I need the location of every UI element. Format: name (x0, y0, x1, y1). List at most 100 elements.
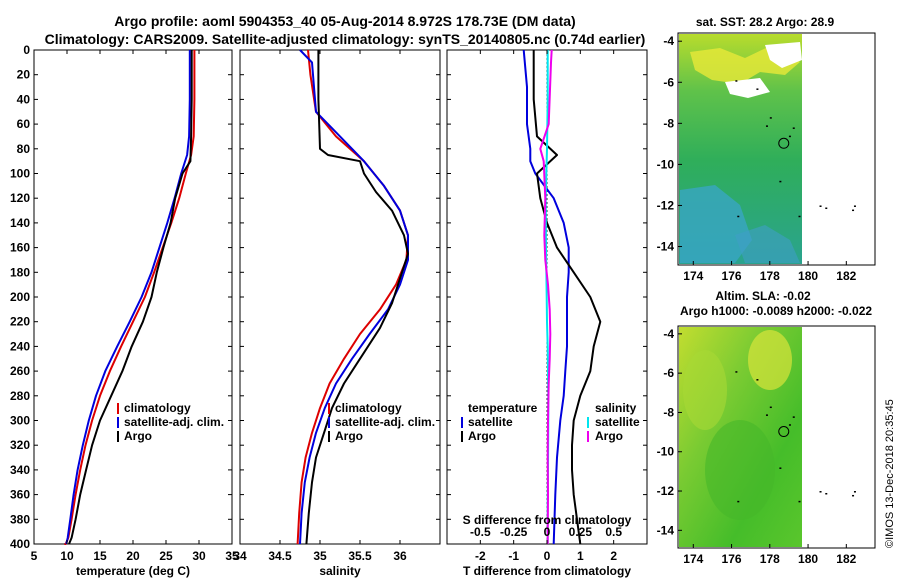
imos-watermark: ©IMOS 13-Dec-2018 20:35:45 (884, 399, 896, 548)
island-marker (852, 494, 855, 497)
y-tick-label: 320 (10, 438, 30, 452)
figure-title-line1: Argo profile: aoml 5904353_40 05-Aug-201… (114, 13, 575, 29)
series-line-argo (305, 50, 409, 545)
top-x-tick-label: -0.5 (470, 525, 491, 539)
map-x-tick-label: 182 (836, 269, 856, 283)
island-marker (792, 416, 795, 418)
map-x-tick-label: 174 (683, 552, 703, 566)
map-x-tick-label: 174 (683, 269, 703, 283)
island-marker (737, 215, 740, 218)
island-marker (825, 492, 828, 495)
island-marker (825, 207, 828, 210)
y-tick-label: 60 (17, 117, 31, 131)
salinity-diff-axis-label: S difference from climatology (463, 513, 632, 527)
y-tick-label: 260 (10, 364, 30, 378)
island-marker (779, 180, 782, 183)
y-tick-label: 200 (10, 290, 30, 304)
y-tick-label: 240 (10, 339, 30, 353)
series-line-salinity-argo (539, 49, 553, 544)
legend-title-salinity: salinity (595, 401, 637, 415)
argo-float-marker (778, 426, 790, 438)
x-tick-label: 1 (577, 549, 584, 563)
series-line-temperature-satellite (522, 49, 570, 545)
x-tick-label: 36 (393, 549, 407, 563)
island-marker (852, 209, 855, 212)
x-tick-label: 35 (313, 549, 327, 563)
island-marker (819, 491, 822, 493)
temperature-diff-xlabel: T difference from climatology (463, 564, 631, 578)
argo-float-marker (778, 137, 790, 149)
x-tick-label: 5 (31, 549, 38, 563)
salinity-xlabel: salinity (319, 564, 361, 578)
legend-title-temperature: temperature (468, 401, 538, 415)
sst-cool-patch (680, 185, 752, 263)
island-marker (735, 80, 738, 82)
island-marker (737, 500, 740, 503)
y-tick-label: 0 (23, 43, 30, 57)
island-marker (853, 491, 856, 493)
top-x-tick-label: 0 (544, 525, 551, 539)
island-marker (735, 371, 738, 373)
x-tick-label: 35.5 (348, 549, 372, 563)
y-tick-label: 120 (10, 191, 30, 205)
legend-label-temp-satellite: satellite (468, 415, 513, 429)
island-marker (769, 406, 772, 409)
temperature-profile-panel: 0 20 40 60 80 100 120 140 160 180 200 220 240 260 280 3… (10, 43, 239, 578)
map-x-tick-label: 180 (798, 269, 818, 283)
legend-label-climatology: climatology (124, 401, 191, 415)
island-marker (779, 467, 782, 469)
y-tick-label: 280 (10, 389, 30, 403)
y-tick-label: 360 (10, 488, 30, 502)
x-tick-label: 15 (93, 549, 107, 563)
x-tick-label: 0 (544, 549, 551, 563)
temperature-legend: climatology satellite-adj. clim. Argo (117, 401, 224, 443)
x-tick-label: 34.5 (268, 549, 292, 563)
y-tick-label: 300 (10, 414, 30, 428)
map-y-tick-label: -12 (657, 198, 675, 212)
island-marker (798, 215, 801, 218)
y-tick-label: 40 (17, 92, 31, 106)
map-y-tick-label: -14 (657, 240, 675, 254)
salinity-legend: climatology satellite-adj. clim. Argo (328, 401, 435, 443)
y-tick-label: 180 (10, 265, 30, 279)
y-tick-label: 400 (10, 537, 30, 551)
x-tick-label: 34 (233, 549, 247, 563)
legend-label-argo: Argo (124, 429, 152, 443)
island-marker (756, 88, 759, 90)
map-x-tick-label: 178 (760, 269, 780, 283)
island-marker (788, 424, 791, 426)
x-tick-label: 30 (192, 549, 206, 563)
y-tick-label: 160 (10, 241, 30, 255)
top-x-tick-label: -0.25 (500, 525, 528, 539)
series-line-satellite-adj-clim- (65, 50, 191, 545)
sla-map-title: Altim. SLA: -0.02 (715, 289, 811, 303)
difference-legend-salinity: salinity satellite Argo (587, 401, 640, 443)
legend-label-satellite: satellite-adj. clim. (335, 415, 435, 429)
x-tick-label: -2 (475, 549, 486, 563)
y-tick-label: 80 (17, 142, 31, 156)
island-marker (769, 117, 772, 119)
map-x-tick-label: 176 (722, 552, 742, 566)
island-marker (819, 205, 822, 207)
x-tick-label: 20 (126, 549, 140, 563)
island-marker (756, 379, 759, 381)
y-tick-label: 20 (17, 68, 31, 82)
map-y-tick-label: -10 (657, 445, 675, 459)
x-tick-label: 2 (610, 549, 617, 563)
sla-map-subtitle: Argo h1000: -0.0089 h2000: -0.022 (680, 304, 872, 318)
series-line-temperature-argo (532, 50, 602, 545)
temperature-plot-frame (33, 49, 233, 545)
y-tick-label: 380 (10, 512, 30, 526)
top-x-tick-label: 0.25 (569, 525, 593, 539)
legend-label-sal-argo: Argo (595, 429, 623, 443)
y-tick-label: 140 (10, 216, 30, 230)
sst-cloud-gap (725, 78, 770, 98)
island-marker (765, 125, 768, 127)
sla-high-patch (683, 350, 727, 430)
island-marker (853, 205, 856, 207)
legend-label-sal-satellite: satellite (595, 415, 640, 429)
map-x-tick-label: 176 (722, 269, 742, 283)
legend-label-temp-argo: Argo (468, 429, 496, 443)
top-x-tick-label: 0.5 (605, 525, 622, 539)
map-y-tick-label: -14 (657, 523, 675, 537)
